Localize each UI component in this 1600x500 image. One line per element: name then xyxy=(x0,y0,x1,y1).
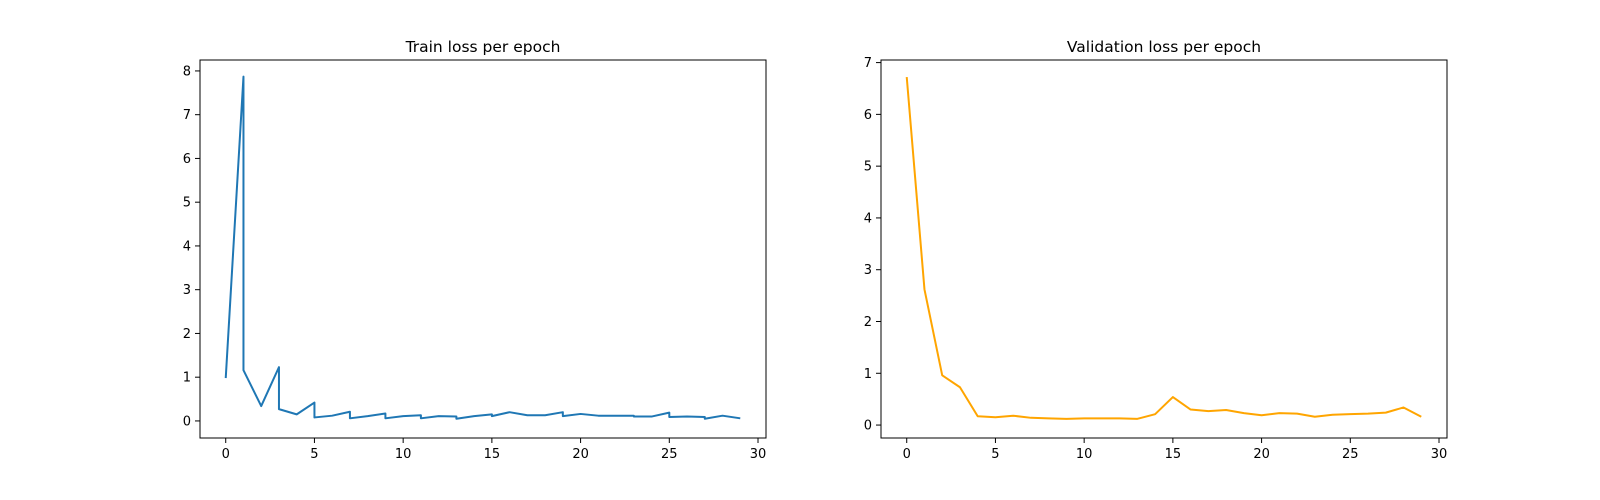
train-loss-x-tick-label: 10 xyxy=(395,447,412,462)
train-loss-y-tick-label: 3 xyxy=(183,283,191,298)
train-loss-y-tick-label: 4 xyxy=(183,239,191,254)
train-loss-x-tick-label: 20 xyxy=(572,447,589,462)
train-loss-marks xyxy=(224,75,741,420)
validation-loss-y-tick-label: 7 xyxy=(864,56,872,71)
train-loss-y-tick-label: 1 xyxy=(183,371,191,386)
validation-loss-x-tick-label: 15 xyxy=(1165,447,1182,462)
validation-loss-marks xyxy=(905,77,1422,420)
validation-loss-x-tick-label: 0 xyxy=(903,447,911,462)
validation-loss-y-tick-label: 3 xyxy=(864,263,872,278)
validation-loss-x-tick-label: 30 xyxy=(1431,447,1448,462)
validation-loss-x-ticks: 0 5 10 15 20 25 30 xyxy=(903,438,1448,462)
validation-loss-y-tick-label: 5 xyxy=(864,160,872,175)
validation-loss-title: Validation loss per epoch xyxy=(1067,38,1261,56)
validation-loss-y-tick-label: 4 xyxy=(864,211,872,226)
train-loss-y-ticks: 0 1 2 3 4 5 6 7 8 xyxy=(183,64,200,429)
train-loss-chart: Train loss per epoch 0 5 10 15 20 25 30 0 1 2 3 4 5… xyxy=(183,38,767,462)
validation-loss-y-tick-label: 2 xyxy=(864,315,872,330)
train-loss-y-tick-label: 8 xyxy=(183,64,191,79)
train-loss-series-line xyxy=(224,75,741,420)
train-loss-x-ticks: 0 5 10 15 20 25 30 xyxy=(222,438,767,462)
train-loss-x-tick-label: 25 xyxy=(661,447,678,462)
validation-loss-y-ticks: 0 1 2 3 4 5 6 7 xyxy=(864,56,881,434)
train-loss-y-tick-label: 2 xyxy=(183,327,191,342)
validation-loss-x-tick-label: 20 xyxy=(1253,447,1270,462)
validation-loss-x-tick-label: 25 xyxy=(1342,447,1359,462)
validation-loss-y-tick-label: 1 xyxy=(864,367,872,382)
train-loss-y-tick-label: 7 xyxy=(183,108,191,123)
train-loss-title: Train loss per epoch xyxy=(405,38,561,56)
train-loss-y-tick-label: 5 xyxy=(183,196,191,211)
validation-loss-x-tick-label: 10 xyxy=(1076,447,1093,462)
train-loss-x-tick-label: 5 xyxy=(310,447,318,462)
validation-loss-series-line xyxy=(905,77,1422,420)
train-loss-y-tick-label: 6 xyxy=(183,152,191,167)
train-loss-x-tick-label: 0 xyxy=(222,447,230,462)
train-loss-axes-frame xyxy=(199,59,767,439)
train-loss-x-tick-label: 30 xyxy=(750,447,767,462)
validation-loss-axes-frame xyxy=(880,59,1448,439)
validation-loss-y-tick-label: 0 xyxy=(864,419,872,434)
validation-loss-chart: Validation loss per epoch 0 5 10 15 20 25 30 0… xyxy=(864,38,1448,462)
validation-loss-y-tick-label: 6 xyxy=(864,108,872,123)
train-loss-y-tick-label: 0 xyxy=(183,414,191,429)
train-loss-x-tick-label: 15 xyxy=(484,447,501,462)
validation-loss-x-tick-label: 5 xyxy=(991,447,999,462)
